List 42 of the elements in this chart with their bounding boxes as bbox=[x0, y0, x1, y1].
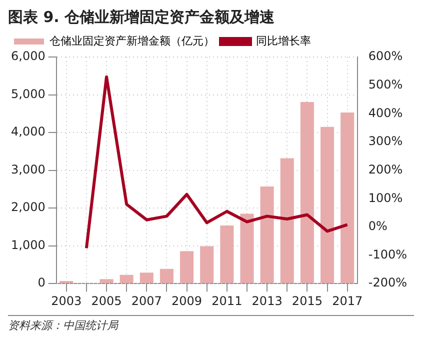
x-tick-label: 2011 bbox=[212, 294, 242, 308]
x-tick-label: 2005 bbox=[91, 294, 122, 308]
bar bbox=[320, 126, 334, 284]
y2-tick-label: -100% bbox=[368, 247, 408, 262]
bar bbox=[160, 268, 174, 284]
y-tick-label: 1,000 bbox=[10, 238, 46, 252]
bar bbox=[100, 279, 114, 284]
y2-tick-label: 100% bbox=[368, 190, 403, 205]
chart-title: 图表 9. 仓储业新增固定资产金额及增速 bbox=[8, 8, 276, 28]
bar bbox=[280, 158, 294, 284]
bar bbox=[180, 251, 194, 284]
bar bbox=[260, 186, 274, 284]
y2-tick-label: 300% bbox=[368, 134, 403, 148]
y2-tick-label: 500% bbox=[368, 77, 403, 92]
x-tick-label: 2015 bbox=[292, 294, 322, 308]
x-tick-label: 2009 bbox=[172, 294, 202, 308]
x-tick-label: 2007 bbox=[131, 294, 162, 308]
x-tick-label: 2003 bbox=[51, 294, 82, 308]
bar bbox=[300, 102, 314, 284]
y-tick-label: 6,000 bbox=[10, 49, 46, 64]
y-tick-label: 2,000 bbox=[10, 200, 46, 214]
bar bbox=[220, 225, 234, 284]
y-tick-label: 0 bbox=[38, 276, 46, 290]
legend-label: 仓储业固定资产新增金额（亿元） bbox=[50, 34, 214, 48]
y2-tick-label: 400% bbox=[368, 106, 403, 120]
x-tick-label: 2017 bbox=[332, 294, 363, 308]
y2-tick-label: 600% bbox=[368, 49, 403, 64]
y2-tick-label: -200% bbox=[368, 276, 408, 290]
bar bbox=[340, 112, 354, 284]
bar bbox=[200, 246, 214, 284]
bar bbox=[120, 274, 134, 284]
text: 资料来源：中国统计局 bbox=[8, 318, 414, 333]
y2-tick-label: 200% bbox=[368, 162, 403, 176]
y2-tick-label: 0% bbox=[368, 219, 388, 234]
bar bbox=[140, 272, 154, 284]
y-tick-label: 5,000 bbox=[10, 86, 46, 101]
legend-label: 同比增长率 bbox=[256, 34, 311, 48]
y-tick-label: 3,000 bbox=[10, 162, 46, 176]
x-tick-label: 2013 bbox=[252, 294, 282, 308]
y-tick-label: 4,000 bbox=[10, 124, 46, 139]
bar bbox=[240, 214, 254, 284]
bar bbox=[60, 280, 74, 284]
